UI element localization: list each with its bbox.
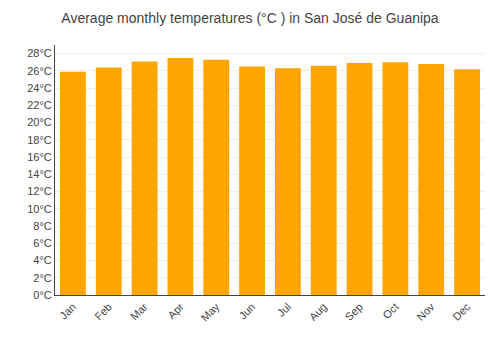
svg-text:12°C: 12°C (27, 185, 52, 197)
svg-text:Jul: Jul (275, 301, 293, 319)
svg-text:Feb: Feb (92, 301, 114, 323)
svg-text:14°C: 14°C (27, 168, 52, 180)
svg-text:Oct: Oct (380, 301, 401, 322)
svg-text:6°C: 6°C (33, 237, 52, 249)
svg-text:2°C: 2°C (33, 272, 52, 284)
svg-text:Apr: Apr (165, 300, 186, 321)
svg-text:8°C: 8°C (33, 220, 52, 232)
svg-text:18°C: 18°C (27, 134, 52, 146)
svg-text:Mar: Mar (128, 300, 150, 322)
svg-text:4°C: 4°C (33, 254, 52, 266)
svg-text:Aug: Aug (307, 301, 329, 323)
svg-text:May: May (198, 300, 222, 324)
svg-text:20°C: 20°C (27, 116, 52, 128)
svg-text:24°C: 24°C (27, 82, 52, 94)
svg-text:Dec: Dec (450, 300, 473, 323)
svg-text:28°C: 28°C (27, 47, 52, 59)
svg-text:16°C: 16°C (27, 151, 52, 163)
svg-text:Jan: Jan (57, 301, 78, 322)
svg-text:26°C: 26°C (27, 65, 52, 77)
svg-text:10°C: 10°C (27, 203, 52, 215)
svg-text:0°C: 0°C (33, 289, 52, 301)
svg-text:Nov: Nov (414, 300, 437, 323)
svg-text:Jun: Jun (236, 301, 257, 322)
svg-text:Sep: Sep (343, 301, 365, 323)
svg-text:22°C: 22°C (27, 99, 52, 111)
svg-text:Average monthly temperatures (: Average monthly temperatures (°C ) in Sa… (61, 10, 439, 26)
